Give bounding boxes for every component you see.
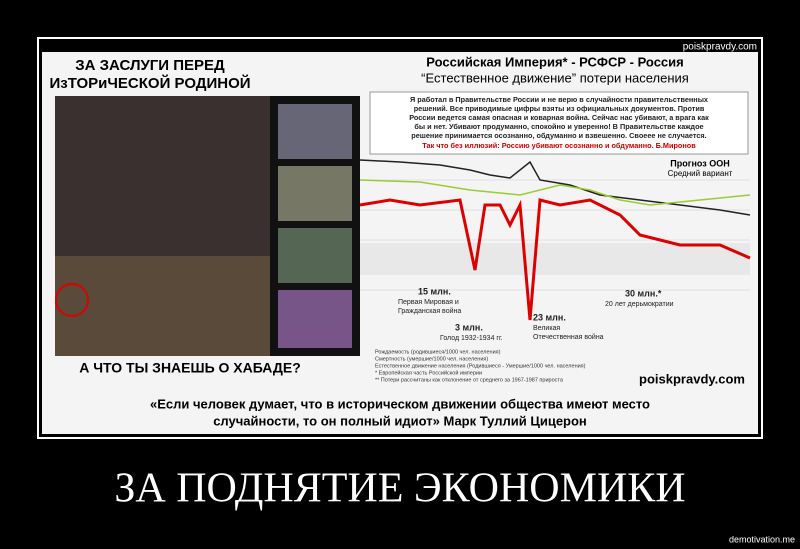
- annotation-text: Голод 1932-1934 гг.: [440, 335, 503, 342]
- annotation-text: Великая: [533, 325, 560, 332]
- film-frame: [278, 228, 352, 283]
- year-band: [360, 243, 750, 275]
- annotation-amount: 23 млн.: [533, 312, 566, 322]
- quote-line: решений. Все приводимые цифры взяты из о…: [414, 104, 705, 113]
- site: poiskpravdy.com: [683, 42, 757, 53]
- footer: demotivation.me: [729, 534, 795, 544]
- death-line: [359, 179, 751, 206]
- chart-grid: [360, 179, 750, 291]
- annotation-text: Гражданская война: [398, 307, 461, 315]
- annotation-text: 20 лет дерьмократии: [605, 301, 674, 308]
- top-strip: [42, 42, 758, 52]
- quote-line: Так что без иллюзий: Россию убивают осоз…: [422, 141, 696, 150]
- natural-movement-line: [359, 198, 751, 321]
- film-frame: [278, 166, 352, 221]
- caption: ЗА ПОДНЯТИЕ ЭКОНОМИКИ: [114, 466, 685, 512]
- highlight-circle: [55, 283, 89, 317]
- legend-item: * Европейская часть Российской империи: [375, 369, 482, 376]
- legend-item: Естественное движение населения (Родивши…: [375, 363, 586, 369]
- annotation-text: Отечественная война: [533, 333, 604, 341]
- photo: [55, 256, 270, 356]
- legend-item: ** Потери рассчитаны как отклонение от с…: [375, 377, 564, 383]
- forecast-sub: Средний вариант: [668, 169, 733, 178]
- left-title: ЗА ЗАСЛУГИ ПЕРЕД: [75, 57, 225, 74]
- film-frame: [278, 104, 352, 159]
- chart-subtitle: “Естественное движение” потери населения: [421, 70, 689, 85]
- annotation-amount: 15 млн.: [418, 286, 451, 296]
- quote-line: случайности, то он полный идиот» Марк Ту…: [213, 413, 587, 428]
- frame: [37, 37, 763, 439]
- forecast: Прогноз ООН: [670, 158, 730, 168]
- left-title: ИзТОРиЧЕСКОЙ РОДИНОЙ: [49, 74, 250, 92]
- annotation-amount: 30 млн.*: [625, 288, 662, 298]
- watermark: poiskpravdy.com: [639, 371, 745, 386]
- quote-line: «Если человек думает, что в историческом…: [150, 396, 650, 411]
- question: А ЧТО ТЫ ЗНАЕШЬ О ХАБАДЕ?: [79, 360, 301, 376]
- quote-box: [369, 91, 749, 155]
- annotation-text: Первая Мировая и: [398, 299, 459, 306]
- chart-title: Российская Империя* - РСФСР - Россия: [426, 54, 684, 69]
- quote-line: Я работал в Правительстве России и не ве…: [410, 95, 708, 104]
- film-frame: [278, 290, 352, 348]
- legend-item: Рождаемость (родившиеся/1000 чел. населе…: [375, 349, 501, 355]
- quote-line: решение принимается осознанно, обдуманно…: [411, 131, 706, 140]
- annotation-amount: 3 млн.: [455, 322, 483, 332]
- photo: [55, 96, 270, 256]
- quote-line: бы и нет. Убивают продуманно, спокойно и…: [414, 122, 703, 131]
- quote-line: России ведется самая опасная и коварная …: [409, 113, 709, 122]
- birth-line: [359, 159, 751, 216]
- legend-item: Смертность (умершие/1000 чел. населения): [375, 356, 488, 362]
